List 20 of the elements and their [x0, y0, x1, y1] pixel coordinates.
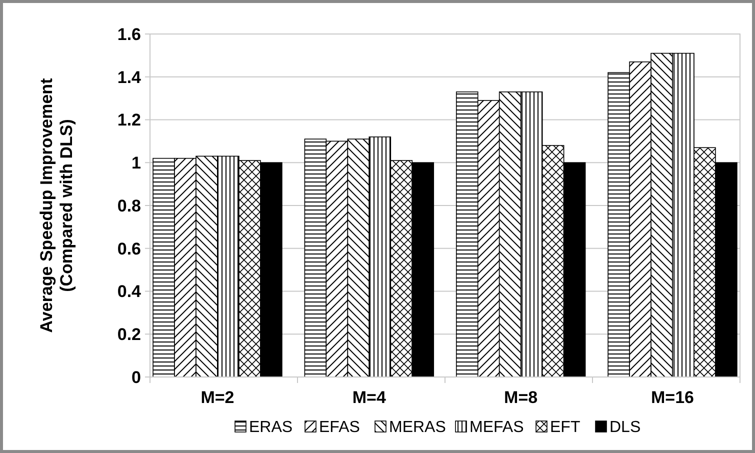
- y-tick-label: 0.4: [117, 282, 142, 302]
- y-tick-label: 0.6: [117, 239, 141, 258]
- y-tick-label: 0.2: [117, 325, 141, 344]
- y-tick-label: 1: [132, 154, 141, 173]
- legend-label: ERAS: [249, 419, 293, 436]
- y-tick-label: 1.6: [117, 24, 141, 44]
- y-axis-title: Average Speedup Improvement (Compared with DLS): [37, 78, 76, 333]
- y-tick-label: 1.2: [117, 110, 141, 130]
- legend-label: MEFAS: [470, 419, 524, 436]
- legend-label: EFT: [550, 419, 580, 436]
- y-tick-label: 1.4: [117, 68, 142, 87]
- legend-label: EFAS: [319, 419, 360, 436]
- x-tick-label: M=2: [200, 388, 234, 407]
- legend-label: MERAS: [389, 419, 446, 436]
- x-tick-label: M=8: [504, 388, 538, 407]
- x-tick-label: M=4: [352, 388, 386, 407]
- x-tick-label: M=16: [651, 388, 694, 407]
- legend-label: DLS: [610, 419, 641, 436]
- y-tick-label: 0: [132, 368, 141, 387]
- y-tick-label: 0.8: [117, 196, 141, 216]
